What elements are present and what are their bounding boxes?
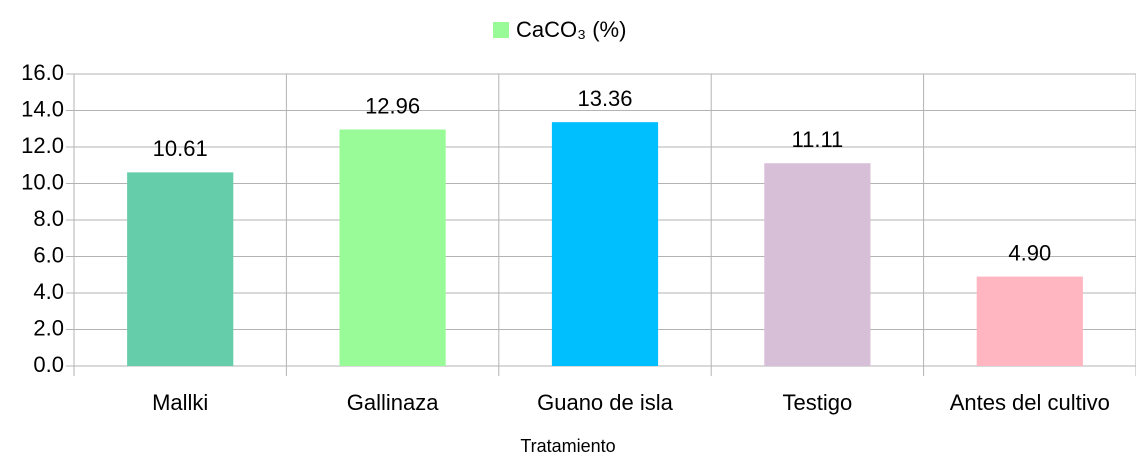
data-label: 4.90 (1008, 240, 1051, 265)
bar (551, 122, 659, 367)
y-tick-label: 6.0 (33, 242, 64, 267)
bar (127, 172, 234, 366)
data-label: 13.36 (577, 86, 632, 111)
x-tick-label: Guano de isla (537, 390, 674, 415)
legend-swatch (493, 22, 509, 38)
x-tick-label: Testigo (783, 390, 853, 415)
y-tick-label: 8.0 (33, 206, 64, 231)
y-tick-label: 4.0 (33, 279, 64, 304)
x-tick-label: Gallinaza (347, 390, 439, 415)
bar (764, 163, 871, 366)
y-tick-label: 0.0 (33, 352, 64, 377)
bar (976, 276, 1083, 366)
y-tick-label: 14.0 (21, 96, 64, 121)
y-tick-label: 16.0 (21, 60, 64, 85)
data-label: 12.96 (365, 93, 420, 118)
y-tick-label: 2.0 (33, 315, 64, 340)
y-tick-label: 10.0 (21, 169, 64, 194)
x-axis-title: Tratamiento (520, 436, 615, 456)
y-tick-label: 12.0 (21, 133, 64, 158)
bar (339, 129, 446, 366)
data-label: 11.11 (792, 127, 844, 152)
x-tick-label: Mallki (152, 390, 208, 415)
data-label: 10.61 (153, 136, 208, 161)
x-tick-label: Antes del cultivo (950, 390, 1110, 415)
legend-label: CaCO₃ (%) (516, 17, 626, 42)
